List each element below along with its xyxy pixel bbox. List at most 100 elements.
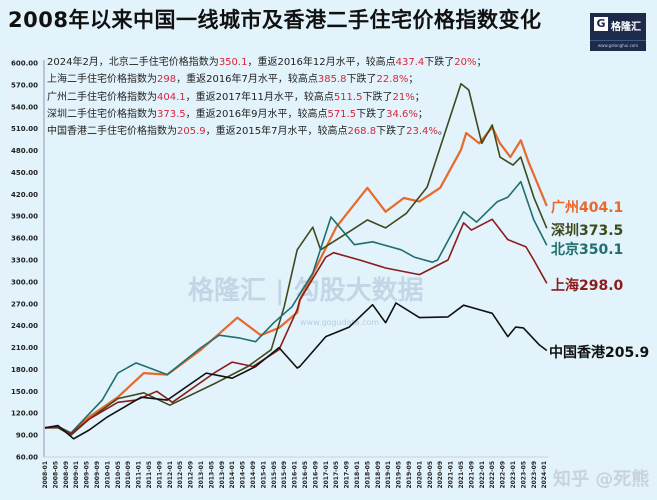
annotation-value: 298 — [157, 74, 177, 86]
y-tick-label: 90.00 — [16, 432, 38, 440]
end-label-中国香港: 中国香港205.9 — [549, 344, 649, 361]
y-tick-label: 360.00 — [11, 235, 38, 243]
x-tick-label: 2016-01 — [292, 461, 299, 489]
annotation-text: 下跌了 — [346, 74, 377, 86]
annotation-text: ； — [476, 57, 487, 68]
annotation-value: 21% — [392, 91, 415, 103]
annotation-text: 下跌了 — [424, 57, 455, 68]
y-tick-label: 210.00 — [11, 344, 38, 352]
annotation-value: 571.5 — [327, 108, 357, 120]
y-tick-label: 450.00 — [11, 169, 38, 177]
annotation-value: 34.6% — [386, 108, 418, 120]
x-tick-label: 2015-05 — [271, 461, 278, 489]
x-tick-label: 2020-01 — [416, 461, 423, 489]
y-tick-label: 330.00 — [11, 257, 38, 265]
x-tick-label: 2008-05 — [52, 461, 59, 489]
annotation-value: 23.4% — [406, 126, 438, 138]
annotation-value: 385.8 — [317, 74, 347, 86]
x-tick-label: 2014-05 — [240, 461, 247, 489]
x-tick-label: 2010-01 — [104, 461, 111, 489]
x-tick-label: 2012-01 — [167, 461, 174, 489]
annotation-line: 上海二手住宅价格指数为298，重返2016年7月水平，较高点385.8下跌了22… — [47, 71, 487, 88]
page-title: 2008年以来中国一线城市及香港二手住宅价格指数变化 — [8, 8, 542, 32]
annotation-text: ； — [414, 91, 425, 103]
x-tick-label: 2015-09 — [281, 461, 288, 489]
annotation-value: 437.4 — [395, 57, 425, 68]
x-tick-label: 2011-05 — [146, 461, 153, 489]
series-line-中国香港 — [44, 302, 548, 440]
y-tick-label: 240.00 — [11, 322, 38, 330]
x-tick-label: 2008-09 — [63, 461, 70, 489]
x-tick-label: 2024-01 — [541, 461, 548, 489]
x-tick-label: 2020-09 — [437, 461, 444, 489]
x-tick-label: 2017-01 — [323, 461, 330, 489]
annotation-line: 2024年2月，北京二手住宅价格指数为350.1，重返2016年12月水平，较高… — [47, 54, 487, 71]
x-tick-label: 2018-05 — [364, 461, 371, 489]
x-tick-label: 2011-01 — [136, 461, 143, 489]
x-tick-label: 2019-09 — [406, 461, 413, 489]
x-tick-label: 2018-09 — [375, 461, 382, 489]
annotation-line: 中国香港二手住宅价格指数为205.9，重返2015年7月水平，较高点268.8下… — [47, 123, 487, 140]
y-tick-label: 570.00 — [11, 81, 38, 89]
annotation-text: ，重返2016年9月水平，较高点 — [185, 108, 328, 120]
watermark-url: www.gogudata.com — [300, 318, 380, 327]
x-tick-label: 2017-05 — [333, 461, 340, 489]
annotation-value: 511.5 — [333, 91, 363, 103]
annotation-text: ； — [408, 74, 419, 86]
annotation-value: 404.1 — [157, 91, 186, 103]
annotation-text: 下跌了 — [362, 91, 393, 103]
end-label-广州: 广州404.1 — [551, 199, 623, 216]
y-tick-label: 510.00 — [11, 125, 38, 133]
annotation-line: 广州二手住宅价格指数为404.1，重返2017年11月水平，较高点511.5下跌… — [47, 89, 487, 106]
series-line-广州 — [44, 126, 548, 435]
x-tick-label: 2013-09 — [219, 461, 226, 489]
x-tick-label: 2020-05 — [427, 461, 434, 489]
y-tick-label: 150.00 — [11, 388, 38, 396]
y-tick-label: 120.00 — [11, 410, 38, 418]
end-label-深圳: 深圳373.5 — [551, 222, 623, 239]
y-tick-label: 270.00 — [11, 300, 38, 308]
x-tick-label: 2015-01 — [260, 461, 267, 489]
x-tick-label: 2023-09 — [531, 461, 538, 489]
x-tick-label: 2010-05 — [115, 461, 122, 489]
annotation-value: 22.8% — [376, 74, 409, 86]
gelonghui-logo: G 格隆汇 www.gelonghui.com — [590, 13, 646, 51]
y-tick-label: 300.00 — [11, 278, 38, 286]
x-tick-label: 2022-05 — [489, 461, 496, 489]
series-line-上海 — [44, 218, 548, 435]
x-tick-label: 2009-05 — [84, 461, 91, 489]
x-tick-label: 2014-01 — [229, 461, 236, 489]
annotation-line: 深圳二手住宅价格指数为373.5，重返2016年9月水平，较高点571.5下跌了… — [47, 106, 487, 123]
annotation-text: ，重返2016年12月水平，较高点 — [247, 57, 396, 68]
x-tick-label: 2009-09 — [94, 461, 101, 489]
annotation-text: 下跌了 — [376, 126, 407, 138]
annotation-text: ，重返2017年11月水平，较高点 — [185, 91, 334, 103]
y-tick-label: 390.00 — [11, 213, 38, 221]
x-tick-label: 2021-01 — [448, 461, 455, 489]
x-tick-label: 2019-05 — [396, 461, 403, 489]
annotation-value: 205.9 — [177, 126, 206, 138]
annotation-value: 20% — [454, 57, 477, 68]
annotation-text: 。 — [437, 126, 448, 138]
x-tick-label: 2014-09 — [250, 461, 257, 489]
annotation-text: 上海二手住宅价格指数为 — [47, 74, 157, 86]
logo-name: 格隆汇 — [611, 22, 641, 33]
annotation-block: 2024年2月，北京二手住宅价格指数为350.1，重返2016年12月水平，较高… — [47, 54, 487, 140]
y-tick-label: 420.00 — [11, 191, 38, 199]
annotation-value: 350.1 — [218, 57, 248, 68]
x-tick-label: 2018-01 — [354, 461, 361, 489]
annotation-text: 广州二手住宅价格指数为 — [47, 91, 157, 103]
annotation-text: ，重返2016年7月水平，较高点 — [176, 74, 318, 86]
annotation-text: 下跌了 — [356, 108, 387, 120]
x-tick-label: 2011-09 — [156, 461, 163, 489]
annotation-text: 2024年2月，北京二手住宅价格指数为 — [47, 57, 219, 68]
annotation-text: ； — [417, 108, 428, 120]
annotation-text: ，重返2015年7月水平，较高点 — [205, 126, 348, 138]
y-tick-label: 480.00 — [11, 147, 38, 155]
x-tick-label: 2022-09 — [500, 461, 507, 489]
x-tick-label: 2016-09 — [312, 461, 319, 489]
x-tick-label: 2017-09 — [344, 461, 351, 489]
x-tick-label: 2013-05 — [208, 461, 215, 489]
x-tick-label: 2021-05 — [458, 461, 465, 489]
